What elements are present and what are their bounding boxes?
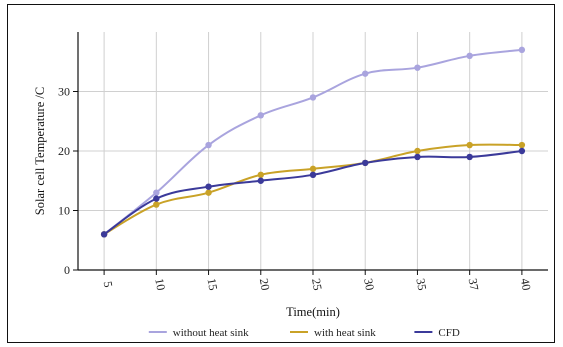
data-point-cfd: [100, 231, 108, 238]
x-tick-label: 10: [152, 277, 168, 291]
data-point-with-heat-sink: [414, 147, 421, 155]
data-point-with-heat-sink: [466, 141, 473, 149]
chart-frame: [7, 4, 555, 343]
legend-label-with-heat-sink: with heat sink: [314, 327, 376, 339]
legend: without heat sink with heat sink CFD: [148, 327, 460, 339]
data-point-cfd: [362, 159, 369, 167]
data-point-without-heat-sink: [257, 112, 264, 119]
x-tick-label: 20: [257, 277, 273, 291]
legend-label-without-heat-sink: without heat sink: [173, 327, 249, 339]
data-point-cfd: [466, 153, 473, 161]
x-tick-label: 5: [101, 280, 116, 288]
data-point-with-heat-sink: [153, 201, 160, 208]
y-axis-title: Solar cell Temperature /C: [33, 87, 47, 215]
data-point-without-heat-sink: [362, 70, 369, 77]
x-tick-label: 15: [205, 277, 221, 291]
x-axis-title: Time(min): [286, 305, 340, 319]
data-point-without-heat-sink: [205, 141, 212, 149]
data-point-without-heat-sink: [414, 64, 421, 71]
data-point-with-heat-sink: [257, 171, 264, 178]
x-tick-label: 35: [413, 277, 429, 291]
data-point-without-heat-sink: [518, 46, 526, 54]
legend-label-cfd: CFD: [438, 327, 459, 339]
x-tick-label: 25: [309, 277, 325, 291]
data-point-cfd: [257, 177, 264, 184]
y-tick-label: 10: [58, 204, 70, 218]
y-tick-label: 30: [58, 85, 70, 99]
axes: 0 10 20 30 5 10 15 20 25 30 35 37 40: [58, 32, 548, 291]
grid: [78, 32, 548, 270]
data-point-without-heat-sink: [153, 189, 160, 196]
x-tick-label: 37: [466, 277, 482, 291]
x-tick-label: 30: [361, 277, 377, 291]
data-point-with-heat-sink: [518, 141, 526, 149]
series-lines: [100, 46, 526, 238]
y-tick-label: 0: [64, 263, 70, 277]
data-point-without-heat-sink: [309, 94, 317, 101]
data-point-with-heat-sink: [205, 189, 212, 196]
data-point-with-heat-sink: [309, 165, 317, 173]
y-tick-label: 20: [58, 144, 70, 158]
data-point-cfd: [414, 153, 421, 161]
data-point-without-heat-sink: [466, 52, 473, 59]
data-point-cfd: [153, 195, 160, 202]
x-tick-label: 40: [518, 277, 534, 291]
data-point-cfd: [205, 183, 212, 190]
data-point-cfd: [309, 171, 317, 178]
data-point-cfd: [518, 147, 526, 155]
